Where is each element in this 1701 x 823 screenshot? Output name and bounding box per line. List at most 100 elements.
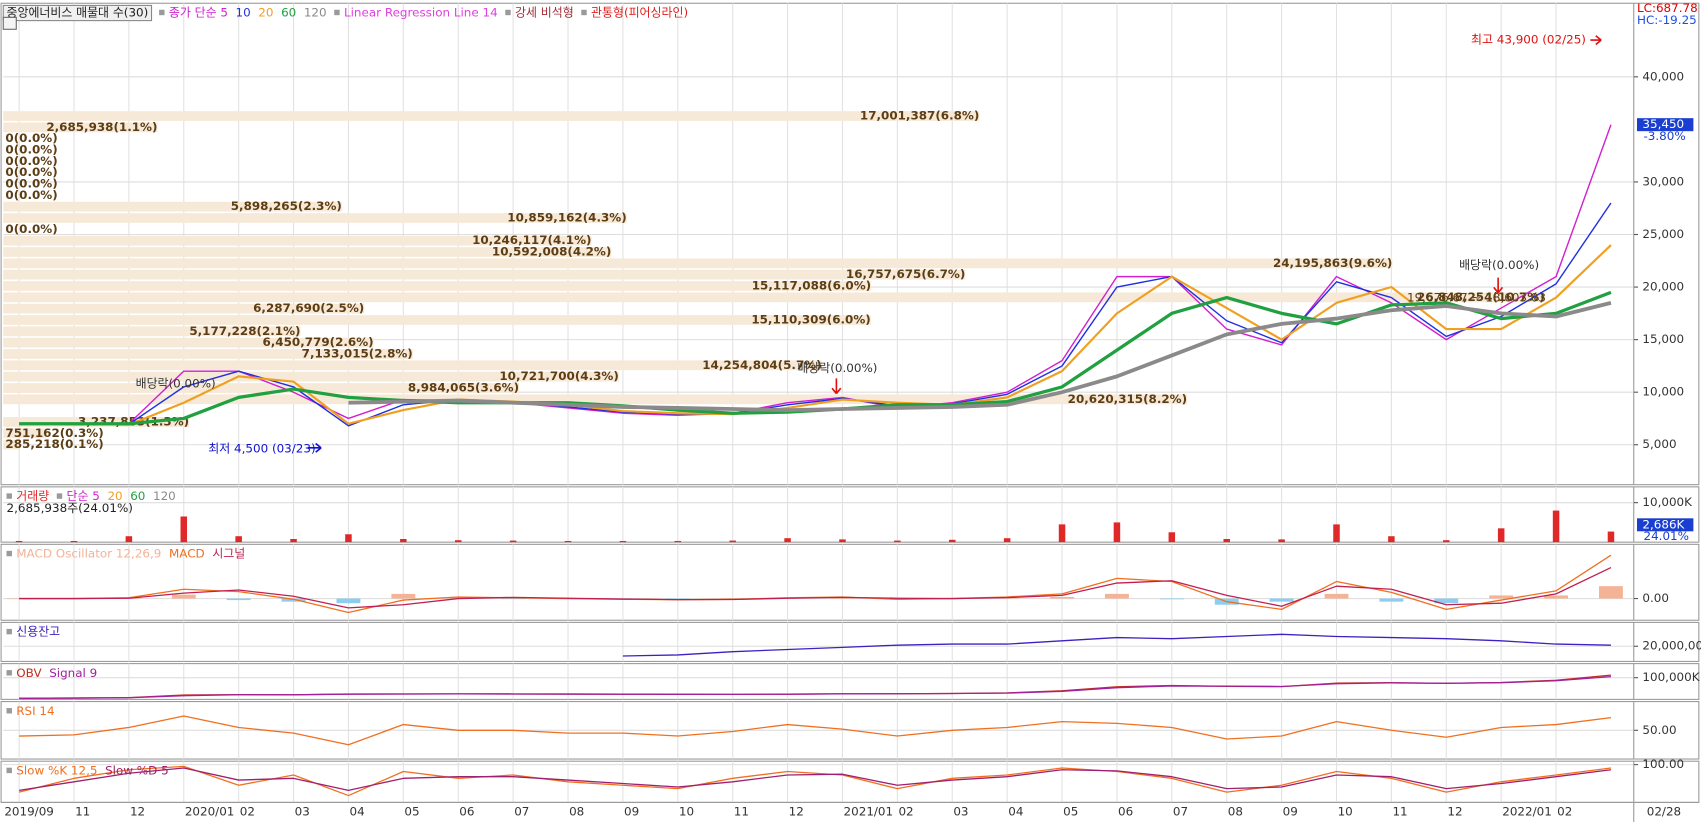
x-end-label: 02/28	[1647, 805, 1681, 819]
profile-bar	[3, 281, 872, 291]
legend-marker	[581, 9, 587, 16]
bar	[391, 593, 416, 599]
profile-bar	[3, 337, 374, 348]
legend-item: 강세 비석형	[515, 6, 574, 20]
legend-marker	[159, 9, 165, 16]
profile-label: 751,162(0.3%)	[5, 426, 103, 440]
profile-bar	[3, 303, 365, 314]
profile-bar	[3, 292, 1545, 303]
profile-label: 26,848,254(10.7%)	[1417, 290, 1545, 304]
profile-label: 10,246,117(4.1%)	[472, 233, 591, 247]
profile-label: 285,218(0.1%)	[5, 437, 103, 451]
legend-item: 120	[153, 489, 176, 503]
bar	[1607, 531, 1615, 543]
y-tick-label: 5,000	[1642, 437, 1676, 451]
bar	[839, 539, 846, 543]
bar	[619, 540, 627, 543]
bar	[1388, 536, 1395, 543]
bar	[564, 540, 572, 543]
legend-item: 관통형(피어싱라인)	[591, 6, 688, 20]
chart-title: 중앙에너비스 매물대 수(30)	[7, 6, 149, 20]
legend-marker	[56, 493, 63, 499]
legend-item: Signal 9	[49, 666, 97, 680]
annotation: 배당락(0.00%)	[136, 376, 216, 390]
bar	[674, 540, 682, 543]
y-tick-label: 100,000K	[1642, 670, 1700, 684]
profile-bar	[3, 213, 627, 223]
y-tick-label: 20,000	[1642, 280, 1684, 294]
x-tick-label: 03	[295, 805, 310, 819]
bar	[1168, 532, 1176, 543]
x-tick-label: 11	[75, 805, 90, 819]
panel-border	[0, 701, 1700, 760]
y-tick-label: 100.00	[1642, 757, 1684, 771]
x-tick-label: 12	[1447, 805, 1462, 819]
y-tick-label: 25,000	[1642, 227, 1684, 241]
y-tick-label: 20,000,000	[1642, 639, 1701, 653]
panel-border	[0, 543, 1700, 621]
lc-label: LC:687.78	[1637, 1, 1698, 15]
profile-label: 0(0.0%)	[5, 165, 57, 179]
profile-label: 7,133,015(2.8%)	[302, 346, 413, 360]
bar	[1497, 528, 1505, 543]
x-tick-label: 06	[459, 805, 474, 819]
bar	[665, 598, 690, 600]
profile-bar	[3, 269, 966, 280]
profile-label: 17,001,387(6.8%)	[860, 109, 979, 123]
profile-bar	[3, 417, 190, 427]
series-line	[19, 124, 1612, 426]
legend-marker	[505, 9, 511, 16]
bar	[949, 539, 956, 543]
y-tick-label: 30,000	[1642, 174, 1684, 188]
x-tick-label: 08	[569, 805, 584, 819]
annotation: 배당락(0.00%)	[1459, 258, 1539, 272]
bar	[235, 536, 242, 543]
profile-bar	[3, 383, 520, 393]
last-value-box	[1636, 118, 1694, 132]
legend-item: 60	[130, 489, 145, 503]
annotation: 19,676.67 ~ 18,603.03	[1407, 291, 1546, 305]
x-tick-label: 11	[734, 805, 749, 819]
profile-label: 5,177,228(2.1%)	[189, 324, 300, 338]
profile-label: 20,620,315(8.2%)	[1068, 392, 1187, 406]
bar	[784, 538, 791, 543]
legend-item: 120	[304, 6, 327, 20]
annotation: 배당락(0.00%)	[797, 361, 877, 375]
profile-bar	[3, 371, 619, 382]
y-tick-label: 0.00	[1642, 591, 1669, 605]
bar	[894, 540, 901, 543]
series-line	[19, 715, 1612, 746]
x-tick-label: 11	[1392, 805, 1407, 819]
bar	[995, 597, 1020, 599]
profile-label: 0(0.0%)	[5, 131, 57, 145]
bar	[1333, 524, 1340, 543]
bar	[180, 516, 188, 543]
legend-marker	[6, 493, 12, 499]
series-line	[19, 675, 1612, 699]
bar	[1113, 522, 1121, 543]
x-tick-label: 04	[1008, 805, 1023, 819]
series-line	[19, 202, 1612, 427]
bar	[830, 598, 855, 599]
x-tick-label: 2019/09	[4, 805, 54, 819]
profile-label: 15,110,309(6.0%)	[751, 312, 870, 326]
legend-item: MACD	[169, 547, 205, 561]
bar	[1278, 539, 1285, 543]
settings-icon[interactable]	[2, 16, 17, 30]
profile-label: 6,287,690(2.5%)	[253, 301, 364, 315]
profile-label: 0(0.0%)	[5, 143, 57, 157]
y-tick-label: 40,000	[1642, 69, 1684, 83]
x-tick-label: 05	[404, 805, 419, 819]
bar	[336, 598, 361, 604]
profile-label: 24,195,863(9.6%)	[1273, 256, 1392, 270]
legend-item: RSI 14	[16, 704, 54, 718]
legend-item: 20	[258, 6, 273, 20]
profile-label: 0(0.0%)	[5, 177, 57, 191]
hc-label: HC:-19.25	[1637, 13, 1697, 27]
bar	[1434, 598, 1459, 604]
title-box	[2, 4, 153, 22]
legend-marker	[6, 767, 12, 774]
profile-label: 5,898,265(2.3%)	[231, 199, 342, 213]
